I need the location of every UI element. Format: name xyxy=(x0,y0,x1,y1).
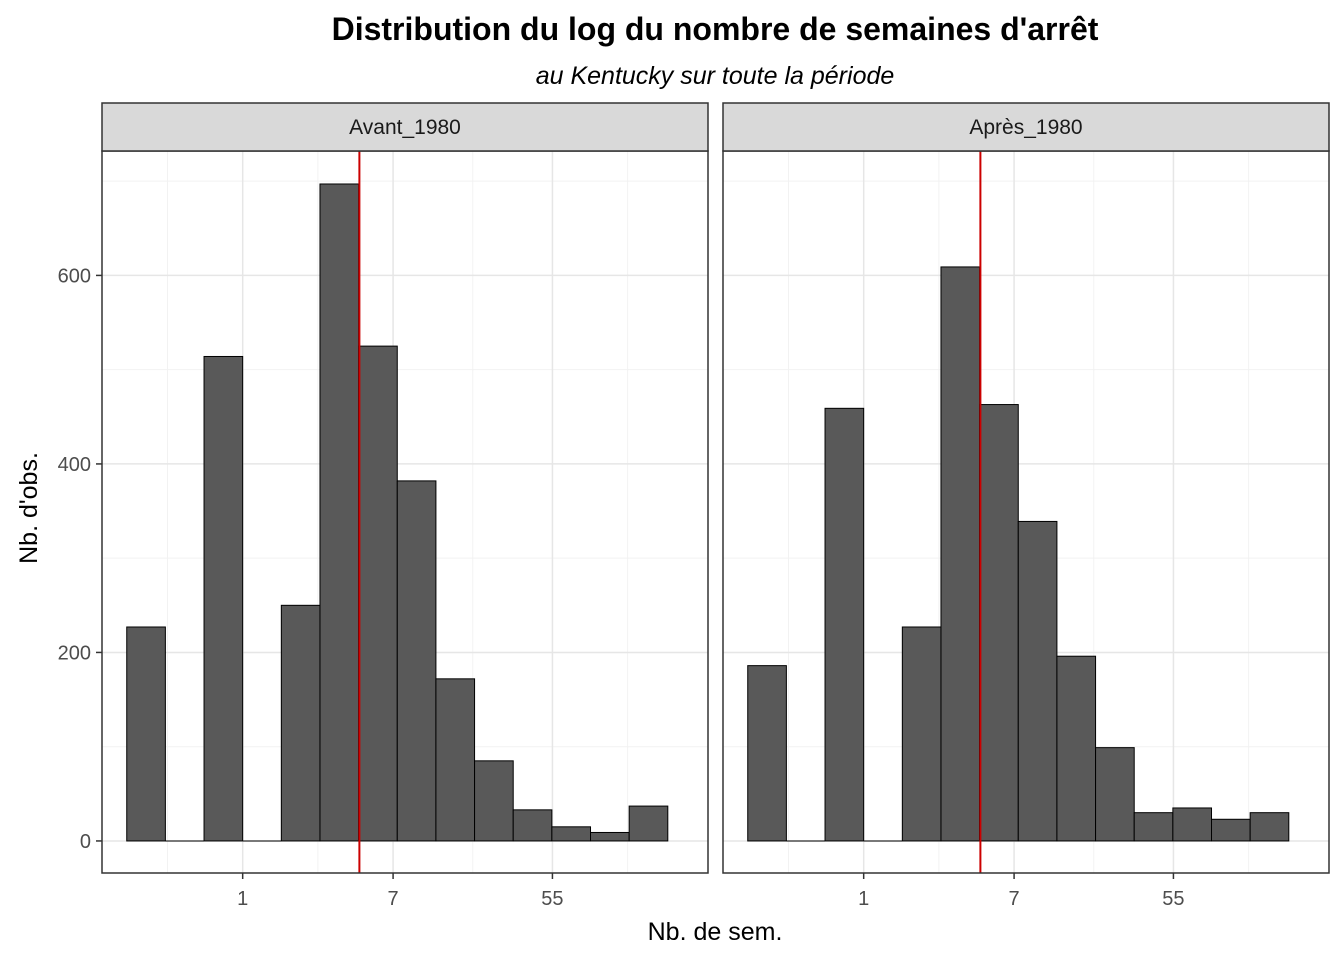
histogram-bar xyxy=(940,266,981,842)
y-tick-label: 0 xyxy=(80,831,91,853)
histogram-bar xyxy=(1211,818,1251,842)
facet-strip xyxy=(722,102,1330,152)
histogram-bar xyxy=(203,355,244,842)
histogram-bar xyxy=(1056,655,1097,842)
histogram-bar xyxy=(396,480,437,842)
histogram-bar xyxy=(824,407,865,842)
y-axis-title: Nb. d'obs. xyxy=(15,452,43,564)
histogram-bar xyxy=(1133,812,1174,842)
histogram-bar xyxy=(747,665,787,842)
histogram-bar xyxy=(901,626,942,842)
facet-strip xyxy=(101,102,709,152)
histogram-bar xyxy=(628,805,669,842)
histogram-bar xyxy=(435,678,476,842)
x-tick-label: 55 xyxy=(1162,888,1184,910)
facet-strip-label: Après_1980 xyxy=(969,116,1082,139)
histogram-bar xyxy=(590,831,630,842)
histogram-bar xyxy=(512,809,553,842)
histogram-bar xyxy=(474,760,514,842)
facet-panels: Avant_1980 1 7 55 0 200 400 600 Après_1980 1 7 55 xyxy=(58,102,1330,910)
chart-title: Distribution du log du nombre de semaine… xyxy=(332,11,1099,47)
facet-panel: Après_1980 1 7 55 xyxy=(722,102,1330,910)
facet-strip-label: Avant_1980 xyxy=(349,116,461,139)
histogram-bar xyxy=(1095,747,1135,842)
x-tick-label: 55 xyxy=(541,888,563,910)
histogram-bar xyxy=(1172,807,1213,842)
histogram-bar xyxy=(280,604,321,842)
histogram-bar xyxy=(979,404,1019,842)
y-tick-label: 600 xyxy=(58,265,91,287)
facet-panel: Avant_1980 1 7 55 0 200 400 600 xyxy=(58,102,709,910)
histogram-bar xyxy=(358,345,398,842)
y-tick-label: 400 xyxy=(58,454,91,476)
histogram-bar xyxy=(126,626,166,842)
chart-subtitle: au Kentucky sur toute la période xyxy=(536,62,895,90)
x-tick-label: 1 xyxy=(858,888,869,910)
histogram-bar xyxy=(319,183,360,842)
histogram-bar xyxy=(1249,812,1290,842)
x-tick-label: 1 xyxy=(237,888,248,910)
x-axis-title: Nb. de sem. xyxy=(648,918,783,946)
histogram-bar xyxy=(551,826,592,842)
histogram-bar xyxy=(1017,520,1058,842)
x-tick-label: 7 xyxy=(388,888,399,910)
y-tick-label: 200 xyxy=(58,642,91,664)
x-tick-label: 7 xyxy=(1009,888,1020,910)
